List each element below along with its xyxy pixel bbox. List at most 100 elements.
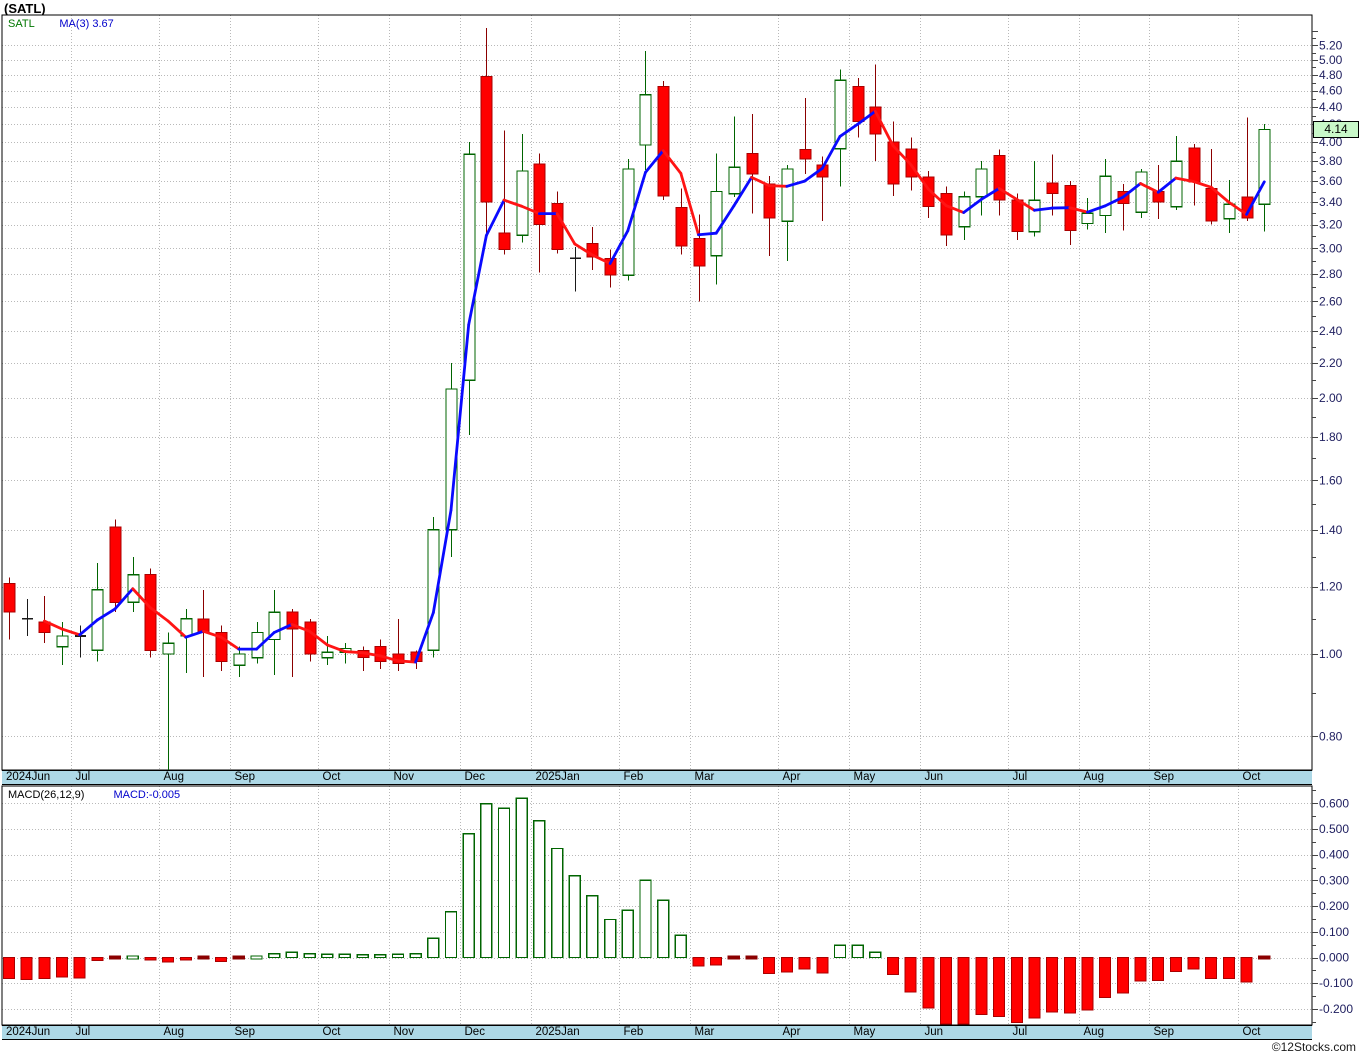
macd-bar [922, 957, 935, 1009]
month-label: Feb [623, 1026, 644, 1038]
ma-line-segment [414, 611, 435, 664]
x-axis-strip-main: 2024Jun Jul Aug Sep Oct Nov Dec 2025Jan Feb Mar Ap… [2, 770, 1312, 785]
macd-bar [586, 895, 599, 959]
ma-line-segment [714, 204, 736, 235]
ma-line-segment [255, 631, 276, 651]
ma-line-segment [484, 198, 506, 237]
month-label: Sep [1153, 771, 1174, 783]
macd-bar [957, 957, 970, 1025]
candlestick-up [781, 168, 794, 222]
macd-bar [285, 951, 299, 959]
macd-bar [232, 955, 245, 960]
ma-line-segment [467, 234, 488, 327]
macd-bar [179, 957, 192, 961]
month-label: Aug [1083, 771, 1104, 783]
macd-bar [1205, 957, 1218, 979]
price-axis-label: 2.40 [1319, 324, 1343, 338]
month-label: Sep [1153, 1026, 1174, 1038]
price-axis-label: 1.80 [1319, 430, 1343, 444]
macd-bar [162, 957, 175, 963]
month-label: Jul [1012, 771, 1028, 783]
macd-axis-label: 0.500 [1319, 822, 1349, 836]
month-label: Feb [623, 771, 644, 783]
macd-bar [427, 937, 440, 959]
candlestick-up [1099, 175, 1112, 217]
ma-line-segment [1156, 176, 1178, 194]
candlestick-up [975, 168, 988, 198]
price-axis-label: 5.00 [1319, 53, 1343, 67]
macd-bar [692, 957, 705, 967]
ma-line-segment [679, 171, 700, 237]
ma-line-segment [1015, 197, 1036, 212]
ma-line-segment [502, 198, 524, 208]
price-axis-label: 2.60 [1319, 294, 1343, 308]
candlestick-up [834, 79, 847, 150]
month-label: Oct [322, 1026, 341, 1038]
candlestick-up [463, 153, 476, 381]
ma-line-segment [820, 135, 842, 170]
month-label: Nov [393, 771, 414, 783]
macd-bar [338, 953, 352, 959]
ma-line-segment [219, 635, 241, 651]
ma-line-segment [78, 618, 99, 637]
candlestick-up [268, 611, 281, 641]
candlestick-up [56, 635, 69, 648]
ma-line-segment [60, 627, 82, 637]
candlestick-up [710, 190, 723, 257]
month-label: Sep [234, 771, 255, 783]
macd-bar [73, 957, 86, 979]
price-axis-label: 2.80 [1319, 267, 1343, 281]
ma-line-segment [608, 229, 630, 265]
ma-line-segment [926, 187, 948, 207]
macd-bar [515, 797, 528, 959]
month-label: Aug [163, 771, 184, 783]
ma-line-segment [626, 170, 647, 233]
candlestick-down [852, 86, 865, 123]
macd-bar [710, 957, 723, 966]
candlestick-down [763, 183, 776, 219]
ma-line-segment [909, 163, 930, 191]
candlestick-down [3, 583, 16, 613]
macd-bar [268, 952, 281, 959]
ma-line-segment [149, 606, 170, 623]
ma-line-segment [732, 176, 753, 208]
macd-bar [1169, 957, 1182, 973]
month-label: Sep [234, 1026, 255, 1038]
month-label: 2025Jan [535, 771, 580, 783]
candlestick-down [675, 207, 688, 247]
ma-line-segment [308, 629, 329, 647]
candlestick-down [1205, 187, 1218, 222]
candlestick-up [1081, 212, 1094, 225]
ma-line-segment [325, 643, 347, 653]
price-axis-label: 4.40 [1319, 100, 1343, 114]
candlestick-down [109, 526, 122, 603]
candlestick-up [427, 529, 440, 652]
candlestick-down [304, 621, 317, 655]
ma-line-segment [202, 629, 223, 639]
ma-line-segment [1086, 204, 1107, 214]
candlestick-down [905, 148, 918, 178]
macd-bar [816, 957, 829, 974]
candlestick-up [251, 631, 264, 659]
ma-line-segment [573, 242, 594, 257]
ma-line-segment [96, 607, 117, 622]
ma-legend: MA(3) 3.67 [59, 18, 113, 30]
macd-bar [1081, 957, 1094, 1011]
month-label: 2024Jun [6, 771, 51, 783]
macd-bar [533, 820, 546, 959]
ma-line-segment [396, 659, 418, 664]
candlestick-down [799, 149, 812, 160]
macd-bar [763, 957, 776, 974]
ma-line-segment [891, 144, 913, 166]
ma-line-segment [361, 651, 382, 658]
symbol-label: SATL [8, 18, 35, 30]
macd-bar [975, 957, 988, 1016]
candlestick-down [940, 193, 953, 236]
macd-bar [1028, 957, 1041, 1019]
ma-line-segment [750, 176, 771, 188]
page-title: (SATL) [4, 1, 46, 16]
macd-bar [356, 954, 369, 959]
month-label: Oct [322, 771, 341, 783]
macd-bar [250, 955, 263, 960]
